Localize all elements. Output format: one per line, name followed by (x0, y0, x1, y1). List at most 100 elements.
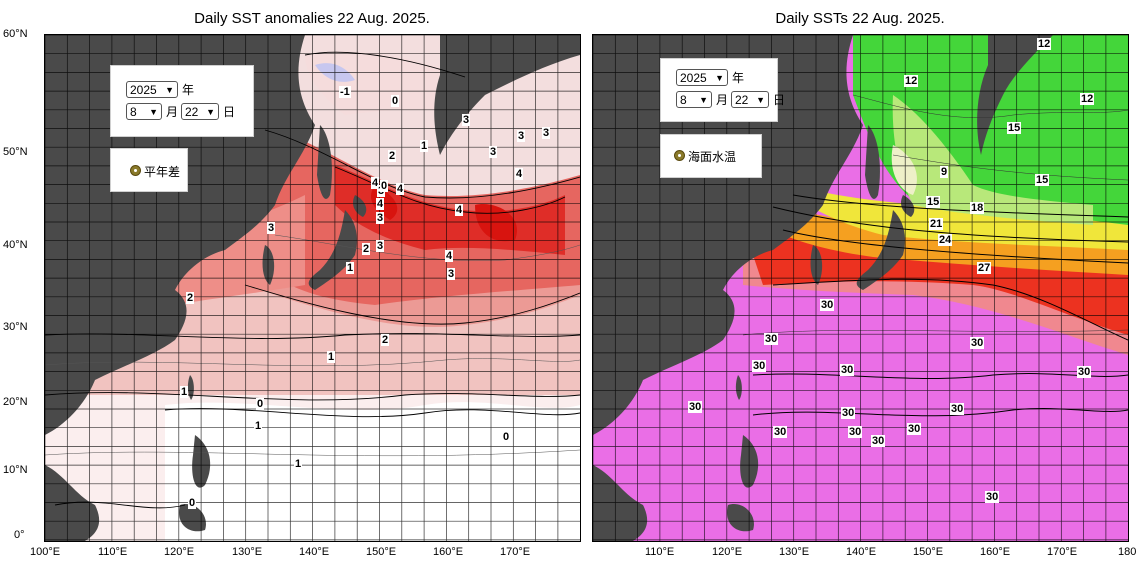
sst-radio-button[interactable] (674, 150, 685, 161)
contour-label: 1 (294, 458, 303, 470)
right-day-value: 22 (735, 93, 749, 107)
contour-label: 4 (371, 177, 380, 189)
sst-radio-label: 海面水温 (688, 150, 737, 164)
contour-label: 4 (376, 198, 385, 210)
contour-label: 12 (1037, 38, 1052, 50)
left-year-unit: 年 (182, 83, 195, 97)
lat-label-60: 60°N (3, 28, 28, 40)
left-day-unit: 日 (223, 105, 236, 119)
contour-label: 30 (773, 426, 788, 438)
contour-label: 30 (1077, 366, 1092, 378)
left-radio-box: 平年差 (110, 148, 188, 192)
contour-label: 1 (180, 386, 189, 398)
right-date-selector-box: 2025 ▼ 年 8 ▼ 月 22 ▼ 日 (660, 58, 785, 122)
contour-label: 30 (752, 360, 767, 372)
contour-label: 30 (764, 333, 779, 345)
right-day-unit: 日 (773, 93, 786, 107)
left-day-value: 22 (185, 105, 199, 119)
contour-label: 1 (254, 420, 263, 432)
contour-label: 12 (904, 75, 919, 87)
left-lon-label: 120°E (164, 546, 195, 558)
left-lon-label: 170°E (500, 546, 531, 558)
right-month-value: 8 (680, 93, 687, 107)
left-lon-label: 150°E (366, 546, 397, 558)
chevron-down-icon: ▼ (715, 73, 724, 83)
right-lon-label: 170°E (1047, 546, 1078, 558)
contour-label: 24 (938, 234, 953, 246)
contour-label: 30 (950, 403, 965, 415)
contour-label: 21 (929, 218, 944, 230)
lat-label-30: 30°N (3, 321, 28, 333)
contour-label: 30 (841, 407, 856, 419)
left-lon-label: 140°E (299, 546, 330, 558)
contour-label: 15 (1007, 122, 1022, 134)
contour-label: 27 (977, 262, 992, 274)
contour-label: 3 (542, 127, 551, 139)
contour-label: 3 (376, 240, 385, 252)
left-month-value: 8 (130, 105, 137, 119)
right-month-select[interactable]: 8 ▼ (676, 91, 712, 108)
left-year-value: 2025 (130, 83, 157, 97)
left-lon-label: 110°E (98, 546, 128, 558)
contour-label: 4 (455, 204, 464, 216)
left-lon-label: 160°E (433, 546, 464, 558)
left-year-select[interactable]: 2025 ▼ (126, 81, 178, 98)
left-lon-label: 130°E (232, 546, 263, 558)
contour-label: 3 (267, 222, 276, 234)
contour-label: 2 (186, 292, 195, 304)
contour-label: 0 (380, 180, 389, 192)
anomaly-radio-button[interactable] (130, 165, 141, 176)
contour-label: 0 (188, 497, 197, 509)
right-lon-label: 110°E (645, 546, 675, 558)
contour-label: 3 (517, 130, 526, 142)
left-date-selector-box: 2025 ▼ 年 8 ▼ 月 22 ▼ 日 (110, 65, 254, 137)
anomaly-radio-label: 平年差 (144, 165, 181, 179)
contour-label: 30 (985, 491, 1000, 503)
contour-label: 15 (1035, 174, 1050, 186)
contour-label: 9 (940, 166, 949, 178)
chevron-down-icon: ▼ (149, 107, 158, 117)
contour-label: 3 (489, 146, 498, 158)
right-sst-map (592, 34, 1129, 542)
right-year-select[interactable]: 2025 ▼ (676, 69, 728, 86)
right-year-value: 2025 (680, 71, 707, 85)
contour-label: 4 (445, 250, 454, 262)
contour-label: 2 (388, 150, 397, 162)
right-lon-label: 180 (1118, 546, 1137, 558)
contour-label: 30 (688, 401, 703, 413)
right-panel-title: Daily SSTs 22 Aug. 2025. (775, 10, 945, 27)
lat-label-40: 40°N (3, 239, 28, 251)
chevron-down-icon: ▼ (165, 85, 174, 95)
left-day-select[interactable]: 22 ▼ (181, 103, 219, 120)
contour-label: 30 (848, 426, 863, 438)
contour-label: 30 (840, 364, 855, 376)
contour-label: 30 (820, 299, 835, 311)
contour-label: 3 (447, 268, 456, 280)
contour-label: 2 (381, 334, 390, 346)
lat-label-10: 10°N (3, 464, 28, 476)
lat-label-20: 20°N (3, 396, 28, 408)
chevron-down-icon: ▼ (756, 95, 765, 105)
lat-label-0: 0° (14, 529, 25, 541)
contour-label: 4 (515, 168, 524, 180)
contour-label: 1 (346, 262, 355, 274)
left-lon-label: 100°E (30, 546, 61, 558)
contour-label: 18 (970, 202, 985, 214)
lat-label-50: 50°N (3, 146, 28, 158)
right-lon-label: 150°E (913, 546, 944, 558)
right-radio-box: 海面水温 (660, 134, 762, 178)
left-month-unit: 月 (166, 105, 179, 119)
chevron-down-icon: ▼ (206, 107, 215, 117)
contour-label: 1 (420, 140, 429, 152)
right-day-select[interactable]: 22 ▼ (731, 91, 769, 108)
contour-label: 15 (926, 196, 941, 208)
right-lon-label: 130°E (779, 546, 810, 558)
left-month-select[interactable]: 8 ▼ (126, 103, 162, 120)
contour-label: 1 (327, 351, 336, 363)
contour-label: 0 (391, 95, 400, 107)
right-lon-label: 140°E (846, 546, 877, 558)
contour-label: 30 (970, 337, 985, 349)
contour-label: 30 (907, 423, 922, 435)
right-lon-label: 160°E (980, 546, 1011, 558)
contour-label: -1 (339, 86, 351, 98)
